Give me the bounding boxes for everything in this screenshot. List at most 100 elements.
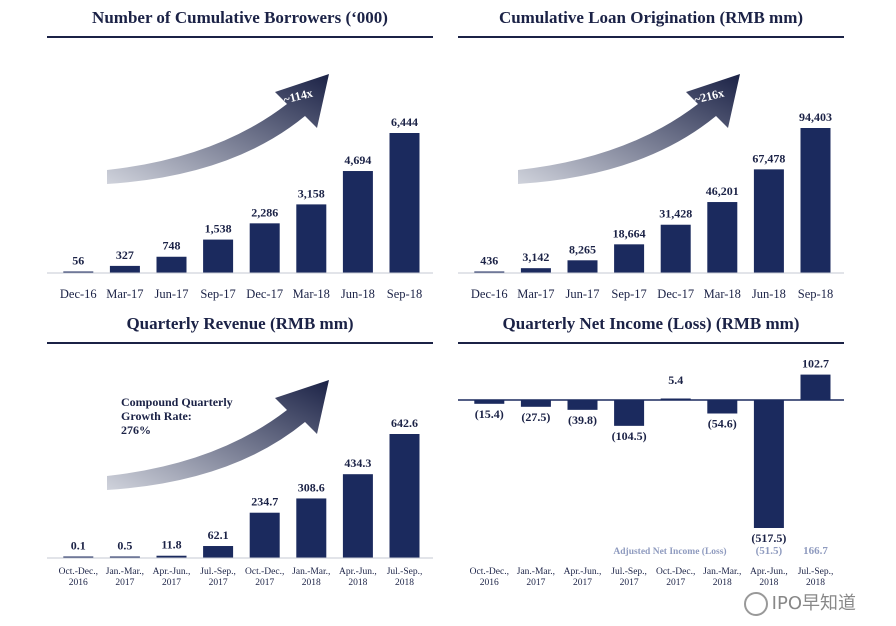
watermark-text: IPO早知道 xyxy=(771,593,856,614)
chart-net-income: (15.4)Oct.-Dec.,2016(27.5)Jan.-Mar.,2017… xyxy=(458,357,844,588)
bar xyxy=(342,171,373,273)
x-tick-label: Apr.-Jun., xyxy=(750,567,788,577)
x-tick-label: Apr.-Jun., xyxy=(339,567,377,577)
bar xyxy=(660,224,691,273)
x-tick-label: 2018 xyxy=(806,578,825,588)
x-tick-label: Jun-17 xyxy=(154,287,188,301)
title-rule xyxy=(47,342,433,344)
data-label: 3,158 xyxy=(298,186,325,200)
data-label: 4,694 xyxy=(344,153,371,167)
data-label: 436 xyxy=(480,254,498,268)
data-label: (39.8) xyxy=(568,413,597,427)
bar xyxy=(753,169,784,273)
x-tick-label: 2017 xyxy=(666,578,685,588)
x-tick-label: Mar-18 xyxy=(704,287,741,301)
x-tick-label: 2017 xyxy=(115,578,134,588)
x-tick-label: Dec-17 xyxy=(246,287,283,301)
data-label: 31,428 xyxy=(659,207,692,221)
x-tick-label: 2016 xyxy=(480,578,499,588)
data-label: 642.6 xyxy=(391,416,418,430)
chart-title: Number of Cumulative Borrowers (‘000) xyxy=(92,8,388,27)
bar xyxy=(203,546,234,558)
bar xyxy=(800,374,831,400)
x-tick-label: 2017 xyxy=(209,578,228,588)
data-label: (54.6) xyxy=(708,417,737,431)
x-tick-label: 2017 xyxy=(573,578,592,588)
x-tick-label: Dec-16 xyxy=(471,287,508,301)
x-tick-label: 2017 xyxy=(620,578,639,588)
bar xyxy=(63,556,94,558)
title-rule xyxy=(47,36,433,38)
bar xyxy=(800,128,831,273)
data-label: 2,286 xyxy=(251,205,278,219)
bar xyxy=(249,512,280,558)
data-label: (104.5) xyxy=(612,429,647,443)
chart-origination: ~216x436Dec-163,142Mar-178,265Jun-1718,6… xyxy=(458,74,844,301)
title-rule xyxy=(458,342,844,344)
wechat-icon xyxy=(743,592,768,616)
x-tick-label: Oct.-Dec., xyxy=(245,567,284,577)
data-label: 434.3 xyxy=(344,456,371,470)
x-tick-label: Jan.-Mar., xyxy=(703,567,741,577)
panel-borrowers: Number of Cumulative Borrowers (‘000) ~1… xyxy=(47,8,433,308)
bar xyxy=(109,556,140,558)
bar xyxy=(753,400,784,528)
x-tick-label: Mar-18 xyxy=(293,287,330,301)
x-tick-label: Apr.-Jun., xyxy=(564,567,602,577)
x-tick-label: Oct.-Dec., xyxy=(59,567,98,577)
x-tick-label: Jan.-Mar., xyxy=(292,567,330,577)
data-label: 8,265 xyxy=(569,242,596,256)
title-rule xyxy=(458,36,844,38)
x-tick-label: Apr.-Jun., xyxy=(153,567,191,577)
bar xyxy=(156,256,187,273)
chart-title: Quarterly Net Income (Loss) (RMB mm) xyxy=(502,314,800,333)
x-tick-label: 2018 xyxy=(302,578,321,588)
data-label: 308.6 xyxy=(298,480,325,494)
data-label: (15.4) xyxy=(475,407,504,421)
data-label: 0.1 xyxy=(71,539,86,553)
data-label: 18,664 xyxy=(613,226,646,240)
bar xyxy=(296,204,327,273)
bar xyxy=(474,400,505,404)
chart-title: Quarterly Revenue (RMB mm) xyxy=(126,314,354,333)
data-label: 3,142 xyxy=(522,250,549,264)
bar xyxy=(614,400,645,426)
x-tick-label: Sep-18 xyxy=(387,287,422,301)
bar xyxy=(156,555,187,558)
bar xyxy=(249,223,280,273)
growth-arrow-icon xyxy=(107,74,329,184)
adjusted-net-income-value: (51.5) xyxy=(756,545,783,557)
x-tick-label: 2018 xyxy=(713,578,732,588)
chart-revenue: 0.1Oct.-Dec.,20160.5Jan.-Mar.,201711.8Ap… xyxy=(47,380,433,588)
chart-borrowers: ~114x 56 Dec-16 327 Mar-17 748 Jun-17 1,538 Sep-… xyxy=(47,74,433,301)
x-tick-label: Jul.-Sep., xyxy=(387,567,423,577)
bar xyxy=(389,133,420,273)
x-tick-label: Sep-17 xyxy=(200,287,235,301)
panel-net-income: Quarterly Net Income (Loss) (RMB mm) (15… xyxy=(458,314,844,594)
x-tick-label: Jul.-Sep., xyxy=(798,567,834,577)
x-tick-label: Oct.-Dec., xyxy=(470,567,509,577)
bar xyxy=(520,400,551,407)
bar xyxy=(614,244,645,273)
data-label: 5.4 xyxy=(668,373,683,387)
data-label: 62.1 xyxy=(208,528,229,542)
x-tick-label: Sep-17 xyxy=(611,287,646,301)
panel-origination: Cumulative Loan Origination (RMB mm) ~21… xyxy=(458,8,844,308)
growth-rate-annotation: Compound Quarterly xyxy=(121,395,233,409)
data-label: 234.7 xyxy=(251,495,278,509)
growth-arrow-icon xyxy=(518,74,740,184)
data-label: 94,403 xyxy=(799,110,832,124)
bar xyxy=(203,239,234,273)
bar xyxy=(296,498,327,558)
bar xyxy=(474,271,505,273)
data-label: 748 xyxy=(163,239,181,253)
bar xyxy=(63,271,94,273)
bar xyxy=(520,268,551,273)
data-label: 1,538 xyxy=(205,222,232,236)
bar xyxy=(707,400,738,414)
panel-revenue: Quarterly Revenue (RMB mm) 0.1 Oct.-Dec.,… xyxy=(47,314,433,594)
data-label: 56 xyxy=(72,254,84,268)
x-tick-label: 2017 xyxy=(526,578,545,588)
data-label: 0.5 xyxy=(117,539,132,553)
data-label: 6,444 xyxy=(391,115,418,129)
